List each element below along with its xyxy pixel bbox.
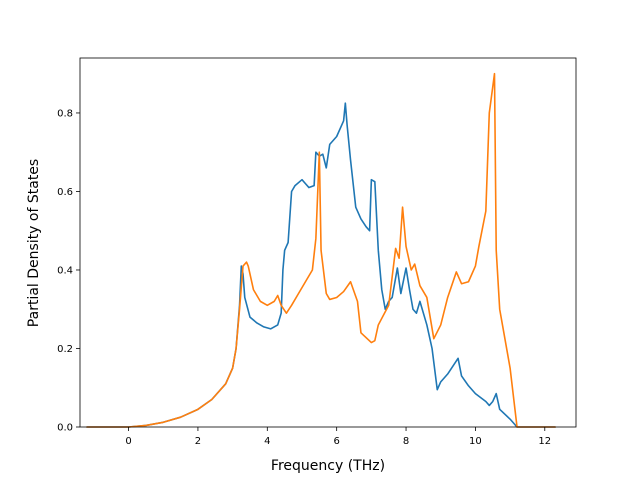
y-tick-label: 0.0 (57, 423, 73, 434)
y-tick-label: 0.4 (57, 265, 73, 276)
x-tick-label: 12 (538, 436, 551, 447)
x-tick-label: 8 (403, 436, 409, 447)
x-tick-label: 4 (264, 436, 270, 447)
y-tick-label: 0.2 (57, 344, 73, 355)
y-tick-label: 0.6 (57, 187, 73, 198)
plot-frame (79, 57, 577, 428)
x-tick-label: 2 (195, 436, 201, 447)
x-tick-label: 0 (125, 436, 131, 447)
x-tick-label: 6 (333, 436, 339, 447)
y-axis-ticks: 0.0 0.2 0.4 0.6 0.8 (57, 108, 80, 434)
series-line-1 (86, 102, 556, 428)
x-axis-label: Frequency (THz) (271, 458, 385, 474)
y-tick-label: 0.8 (57, 108, 73, 119)
y-axis-label: Partial Density of States (26, 159, 42, 327)
x-tick-label: 10 (469, 436, 482, 447)
series-layer (86, 72, 556, 428)
x-axis-ticks: 0 2 4 6 8 10 12 (125, 427, 551, 447)
series-line-2 (86, 72, 556, 428)
